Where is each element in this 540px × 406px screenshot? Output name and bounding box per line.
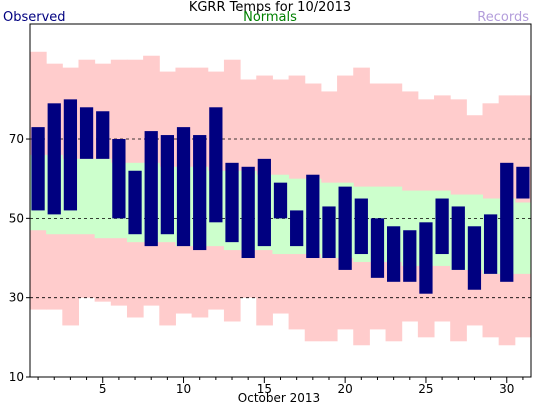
observed-range-bar [403, 230, 417, 282]
observed-range-bar [467, 226, 482, 290]
observed-range-bar [144, 131, 158, 247]
legend-records: Records [477, 10, 529, 25]
observed-range-bar [290, 210, 304, 247]
x-tick-label: 25 [418, 382, 433, 396]
legend-normals: Normals [243, 10, 297, 25]
observed-range-bar [435, 198, 449, 255]
observed-range-bar [241, 166, 255, 259]
observed-range-bar [31, 127, 45, 211]
y-tick-label: 70 [9, 132, 24, 146]
normal-range-bar [514, 202, 532, 274]
x-tick-label: 20 [338, 382, 353, 396]
observed-range-bar [160, 135, 174, 235]
observed-range-bar [112, 139, 126, 219]
observed-range-bar [47, 103, 61, 215]
observed-range-bar [209, 107, 223, 223]
normal-range-bar [94, 158, 112, 239]
observed-range-bar [419, 222, 433, 294]
observed-range-bar [322, 206, 336, 259]
observed-range-bar [79, 107, 94, 159]
y-tick-label: 50 [9, 211, 24, 225]
observed-range-bar [500, 162, 514, 282]
x-tick-label: 5 [99, 382, 107, 396]
x-tick-label: 15 [257, 382, 272, 396]
observed-range-bar [306, 174, 320, 259]
x-axis: 5 10 15 20 25 30 [37, 377, 524, 396]
legend-observed: Observed [3, 10, 66, 25]
observed-range-bar [176, 127, 191, 247]
observed-range-bar [370, 218, 385, 278]
observed-range-bar [273, 182, 288, 219]
observed-range-bar [483, 214, 498, 274]
observed-range-bar [63, 99, 78, 211]
observed-range-bar [257, 158, 271, 247]
observed-layer [31, 99, 530, 294]
observed-range-bar [96, 111, 110, 159]
y-axis: 10 30 50 70 [9, 132, 30, 384]
observed-range-bar [225, 162, 239, 243]
observed-range-bar [387, 226, 401, 282]
observed-range-bar [128, 170, 142, 235]
y-tick-label: 10 [9, 370, 24, 384]
observed-range-bar [193, 135, 207, 251]
x-tick-label: 30 [499, 382, 514, 396]
observed-range-bar [354, 198, 368, 255]
observed-range-bar [451, 206, 465, 270]
observed-range-bar [516, 166, 530, 199]
y-tick-label: 30 [9, 291, 24, 305]
chart-title: KGRR Temps for 10/2013 [188, 0, 352, 15]
observed-range-bar [338, 186, 352, 270]
x-tick-label: 10 [176, 382, 191, 396]
normal-range-bar [78, 158, 96, 235]
x-axis-label: October 2013 [238, 391, 320, 405]
